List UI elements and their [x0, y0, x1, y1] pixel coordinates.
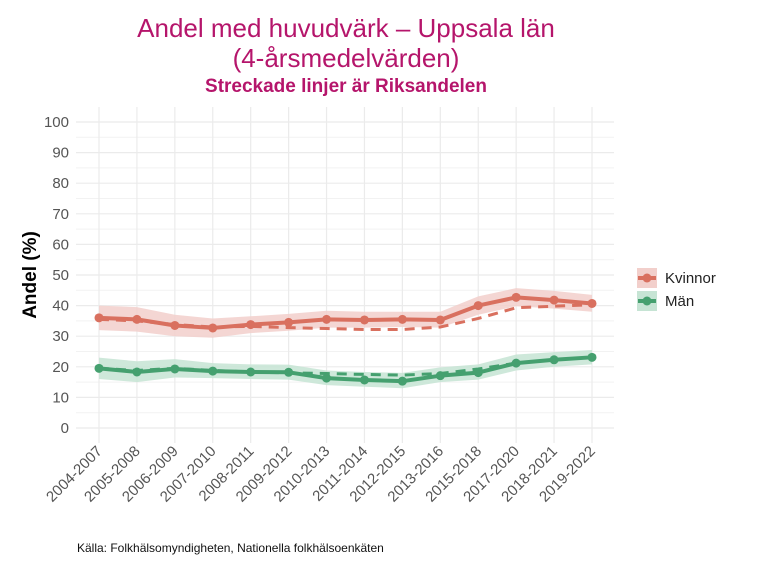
- data-point-kvinnor: [284, 317, 294, 327]
- y-tick-label: 20: [52, 359, 69, 376]
- data-point-kvinnor: [435, 315, 445, 325]
- chart-title: Andel med huvudvärk – Uppsala län: [137, 13, 555, 43]
- source-caption: Källa: Folkhälsomyndigheten, Nationella …: [77, 541, 384, 555]
- y-tick-label: 40: [52, 298, 69, 315]
- series-lines: [94, 292, 597, 386]
- data-point-kvinnor: [549, 295, 559, 305]
- data-point-kvinnor: [208, 323, 218, 333]
- data-point-män: [587, 352, 597, 362]
- legend-key-point-män: [642, 296, 652, 306]
- data-point-män: [284, 367, 294, 377]
- chart-subtitle: Streckade linjer är Riksandelen: [205, 76, 487, 97]
- data-point-män: [322, 373, 332, 383]
- data-point-män: [94, 363, 104, 373]
- data-point-kvinnor: [246, 320, 256, 330]
- data-point-män: [246, 367, 256, 377]
- data-point-kvinnor: [587, 298, 597, 308]
- legend: Kvinnor Män: [637, 268, 716, 311]
- data-point-män: [397, 376, 407, 386]
- y-tick-label: 0: [61, 420, 69, 437]
- data-point-män: [549, 355, 559, 365]
- x-axis-ticks: 2004-20072005-20082006-20092007-20102008…: [43, 443, 599, 506]
- series-line-män: [98, 355, 593, 384]
- data-point-män: [473, 368, 483, 378]
- data-point-män: [435, 371, 445, 381]
- data-point-män: [170, 364, 180, 374]
- legend-key-point-kvinnor: [642, 273, 652, 283]
- chart-title-line2: (4-årsmedelvärden): [232, 43, 460, 73]
- y-tick-label: 10: [52, 389, 69, 406]
- data-point-kvinnor: [94, 313, 104, 323]
- y-tick-label: 50: [52, 267, 69, 284]
- y-tick-label: 70: [52, 206, 69, 223]
- y-tick-label: 100: [44, 114, 69, 131]
- y-axis-label: Andel (%): [20, 231, 41, 319]
- y-tick-label: 30: [52, 328, 69, 345]
- series-line-kvinnor: [98, 295, 593, 330]
- data-point-kvinnor: [170, 320, 180, 330]
- data-point-män: [208, 366, 218, 376]
- data-point-män: [359, 375, 369, 385]
- national-line-kvinnor: [98, 303, 593, 331]
- y-tick-label: 80: [52, 175, 69, 192]
- grid: [76, 107, 614, 443]
- data-point-kvinnor: [359, 315, 369, 325]
- y-tick-label: 90: [52, 145, 69, 162]
- data-point-kvinnor: [322, 314, 332, 324]
- y-tick-label: 60: [52, 236, 69, 253]
- legend-label-män: Män: [665, 293, 694, 310]
- data-point-kvinnor: [511, 292, 521, 302]
- data-point-kvinnor: [132, 314, 142, 324]
- data-point-män: [511, 358, 521, 368]
- data-point-kvinnor: [397, 314, 407, 324]
- y-axis-ticks: 0 10 20 30 40 50 60 70 80 90 100: [44, 114, 69, 437]
- data-point-män: [132, 367, 142, 377]
- data-point-kvinnor: [473, 301, 483, 311]
- ribbon-män: [99, 349, 592, 389]
- legend-label-kvinnor: Kvinnor: [665, 270, 716, 287]
